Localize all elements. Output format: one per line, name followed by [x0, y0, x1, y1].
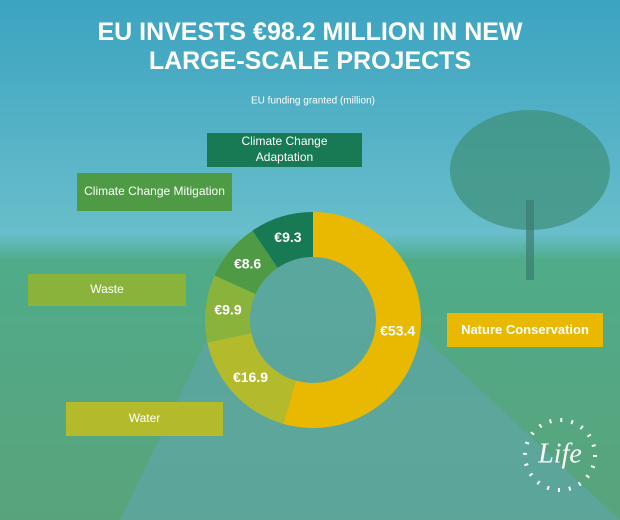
donut-slice: [252, 212, 313, 268]
category-box: Waste: [28, 274, 186, 306]
value-label: €16.9: [233, 369, 268, 385]
category-box: Nature Conservation: [447, 313, 603, 347]
logo: Life: [537, 438, 582, 469]
value-label: €9.9: [214, 302, 241, 318]
donut-slice: [214, 230, 278, 295]
value-label: €53.4: [380, 323, 415, 339]
value-label: €9.3: [274, 229, 301, 245]
donut-slice: [207, 333, 296, 424]
category-label: Climate Change Adaptation: [207, 133, 362, 167]
donut-slice: [283, 212, 422, 428]
category-box: Water: [66, 402, 223, 436]
value-label: €8.6: [234, 256, 261, 272]
category-label: Nature Conservation: [447, 313, 603, 347]
chart-subtitle: EU funding granted (million): [251, 96, 375, 107]
chart-title: EU INVESTS €98.2 MILLION IN NEW LARGE-SC…: [97, 18, 523, 75]
category-box: Climate Change Adaptation: [207, 133, 362, 167]
category-label: Climate Change Mitigation: [77, 173, 232, 211]
category-box: Climate Change Mitigation: [77, 173, 232, 211]
category-label: Waste: [28, 274, 186, 306]
logo-stars: [523, 418, 597, 492]
chart-title-box: EU INVESTS €98.2 MILLION IN NEW LARGE-SC…: [97, 18, 523, 75]
tree-trunk: [526, 200, 534, 280]
donut-slice: [205, 275, 256, 343]
category-label: Water: [66, 402, 223, 436]
tree: [450, 110, 610, 230]
